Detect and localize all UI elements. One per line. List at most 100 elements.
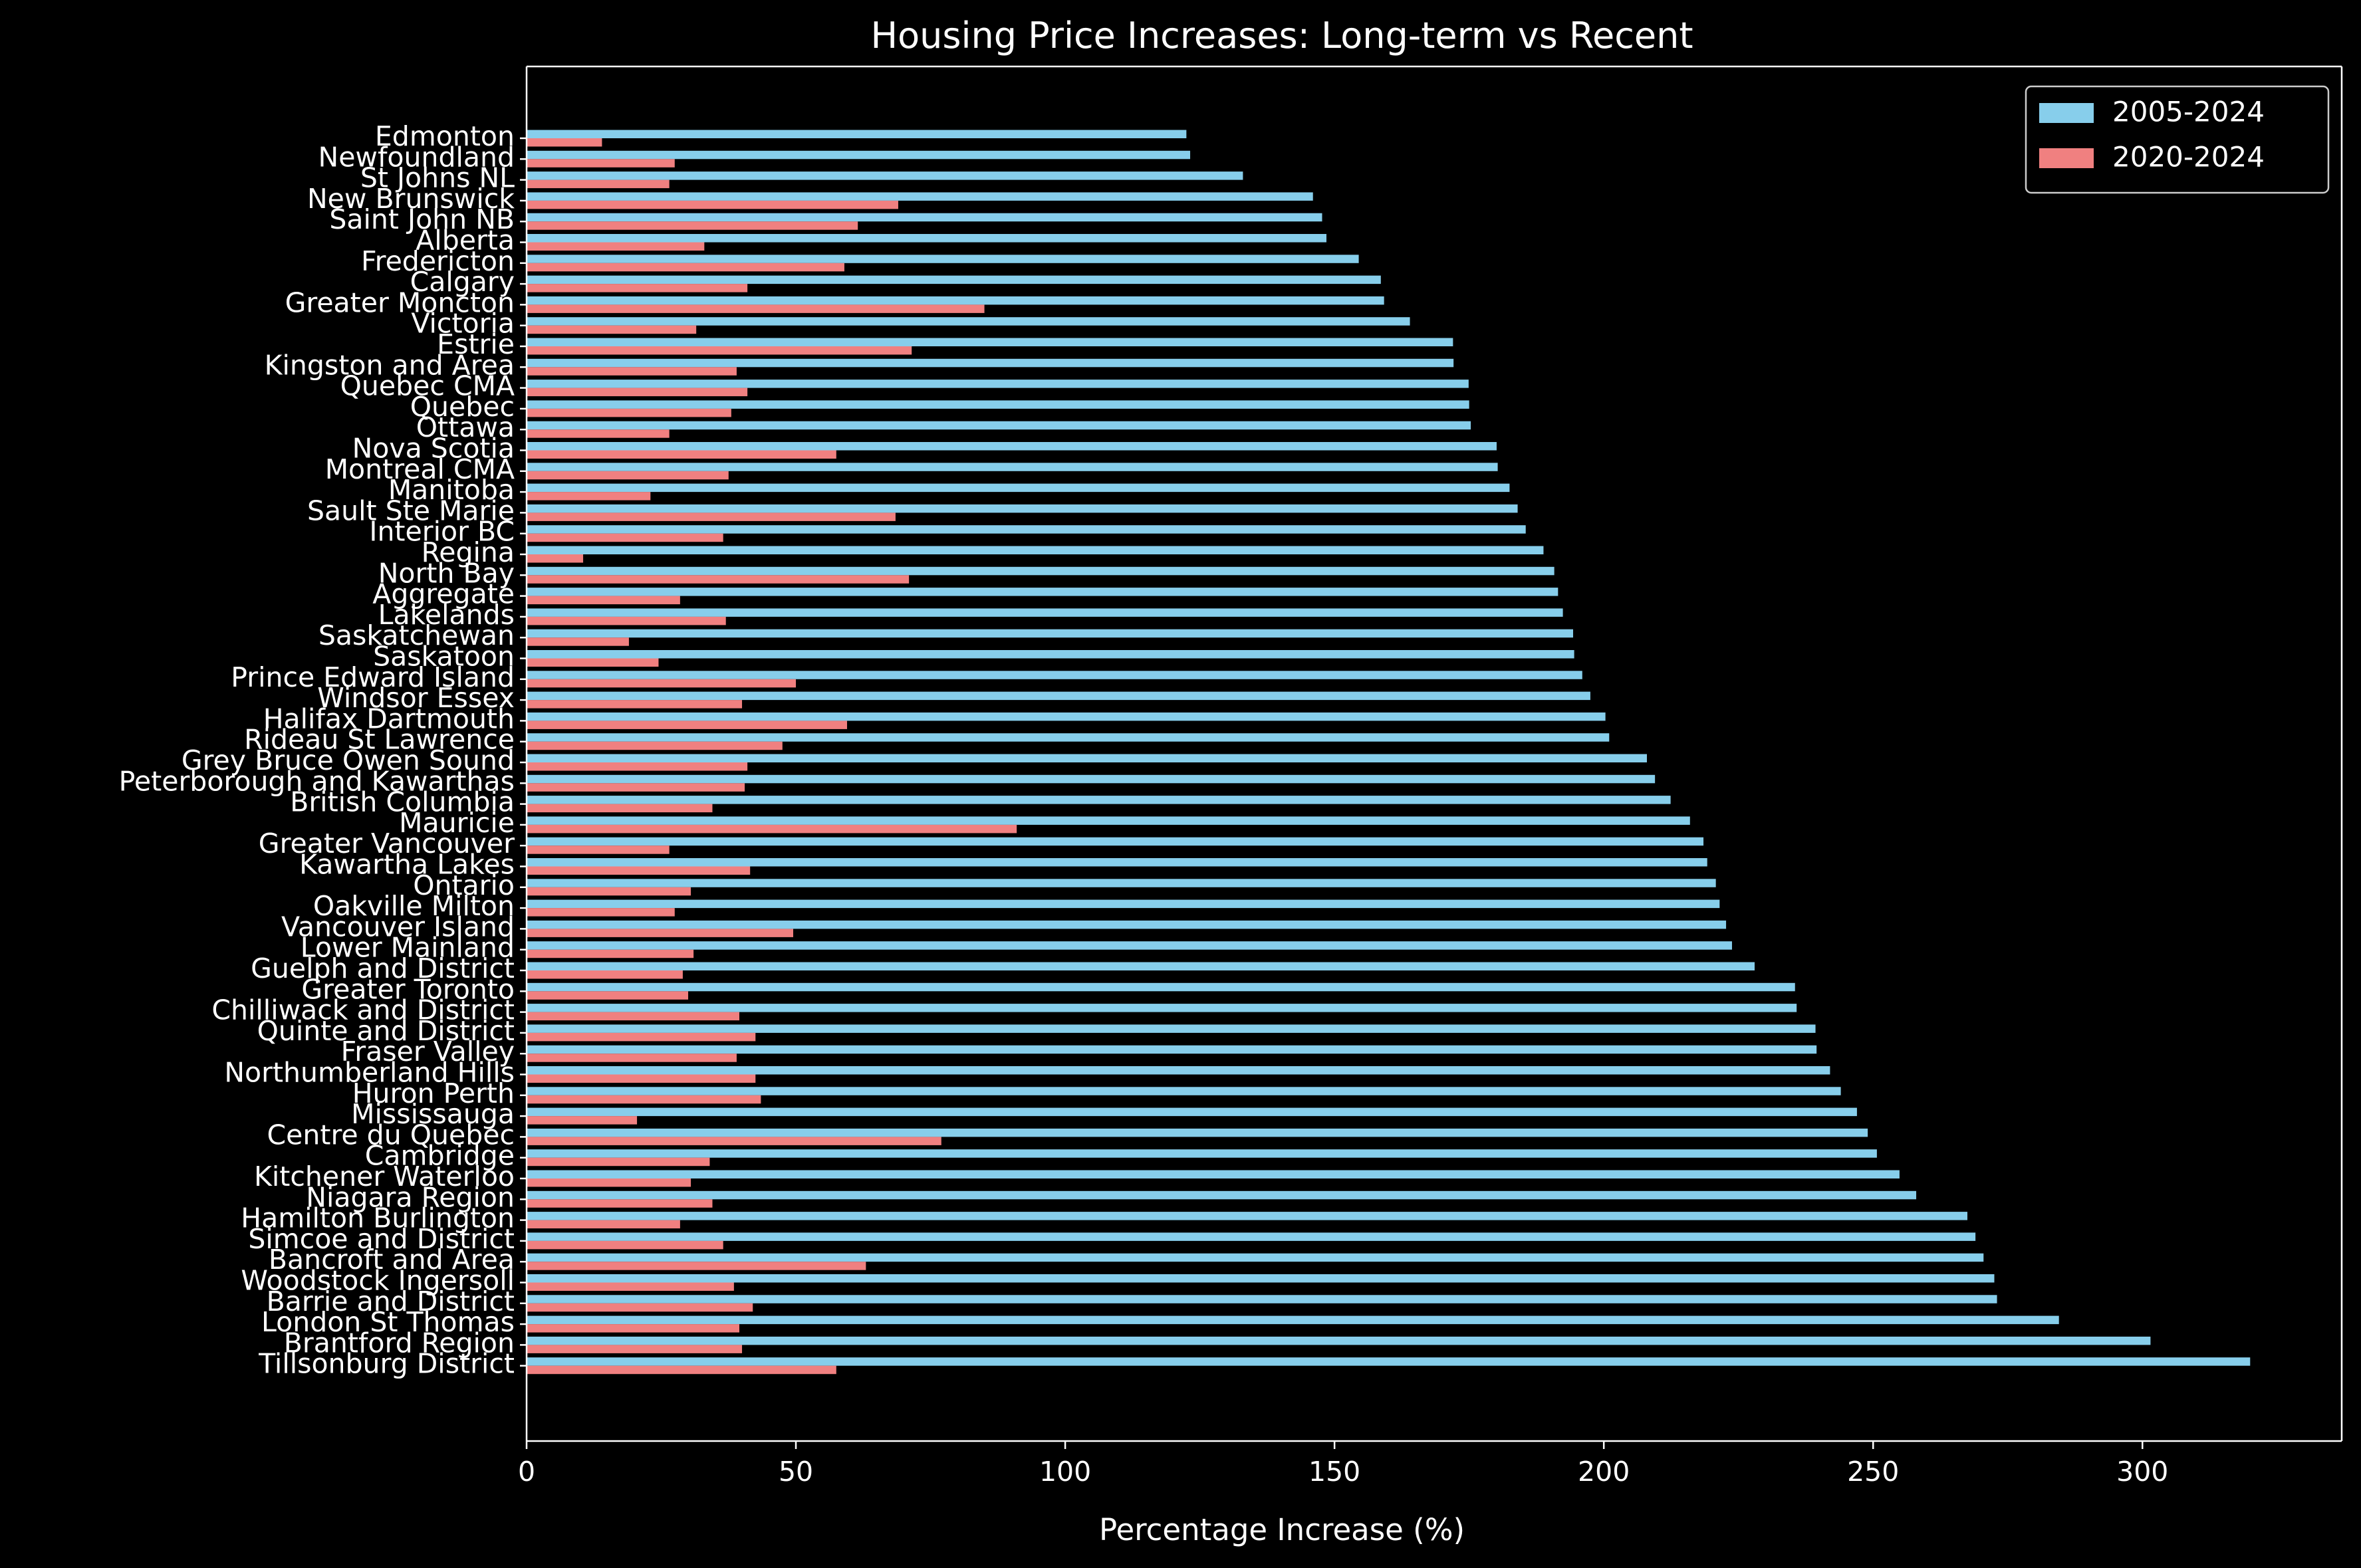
y-tick-label: Grey Bruce Owen Sound (182, 744, 515, 776)
bar-2020-2024 (527, 1240, 723, 1250)
y-tick-label: Hamilton Burlington (241, 1202, 515, 1234)
y-tick-label: Montreal CMA (325, 453, 515, 485)
bar-2005-2024 (527, 1107, 1857, 1117)
y-tick-label: Prince Edward Island (231, 661, 515, 693)
bar-2020-2024 (527, 367, 737, 376)
bar-2020-2024 (527, 596, 680, 605)
bar-2005-2024 (527, 130, 1187, 138)
bar-2020-2024 (527, 263, 844, 272)
bar-2020-2024 (527, 991, 689, 1000)
bar-2005-2024 (527, 941, 1732, 950)
y-tick-label: Saskatchewan (318, 619, 515, 651)
bar-2005-2024 (527, 275, 1381, 284)
bar-2020-2024 (527, 533, 723, 542)
y-tick-label: Rideau St Lawrence (244, 724, 515, 756)
y-tick-label: Guelph and District (251, 952, 515, 984)
bar-2020-2024 (527, 637, 629, 646)
bar-2020-2024 (527, 221, 858, 230)
y-tick-label: Barrie and District (267, 1286, 515, 1317)
bar-2005-2024 (527, 483, 1510, 493)
y-tick-label: Greater Moncton (285, 286, 515, 318)
x-tick-label: 50 (779, 1456, 813, 1488)
x-axis-label: Percentage Increase (%) (1099, 1512, 1465, 1547)
bar-2020-2024 (527, 1199, 713, 1208)
bar-2020-2024 (527, 741, 783, 750)
bar-2020-2024 (527, 1282, 734, 1291)
y-tick-label: Woodstock Ingersoll (241, 1265, 515, 1297)
legend-label: 2005-2024 (2112, 96, 2265, 128)
bar-2005-2024 (527, 1274, 1995, 1283)
bar-2020-2024 (527, 575, 910, 584)
bar-2005-2024 (527, 255, 1359, 263)
y-tick-label: Niagara Region (306, 1181, 515, 1213)
bar-2005-2024 (527, 879, 1716, 887)
bar-2005-2024 (527, 629, 1574, 638)
y-tick-label: Mauricie (399, 807, 515, 839)
y-tick-label: Tillsonburg District (258, 1348, 515, 1380)
bar-2005-2024 (527, 421, 1471, 430)
bar-2005-2024 (527, 774, 1656, 784)
bar-2005-2024 (527, 525, 1526, 534)
bar-2020-2024 (527, 1303, 753, 1312)
y-tick-label: Lower Mainland (301, 932, 515, 964)
bar-2005-2024 (527, 671, 1582, 679)
bar-2020-2024 (527, 1262, 866, 1270)
bar-2005-2024 (527, 1336, 2151, 1345)
bar-2005-2024 (527, 504, 1518, 513)
bar-2020-2024 (527, 200, 898, 209)
bar-2005-2024 (527, 317, 1410, 326)
legend: 2005-2024 2020-2024 (2025, 85, 2330, 194)
bar-2005-2024 (527, 1295, 1997, 1303)
y-tick-label: Kawartha Lakes (299, 849, 515, 881)
x-tick-label: 200 (1578, 1456, 1630, 1488)
bar-2005-2024 (527, 733, 1610, 742)
bar-2020-2024 (527, 658, 659, 667)
y-tick-label: Cambridge (365, 1140, 515, 1172)
y-tick-label: Huron Perth (352, 1077, 515, 1109)
bar-2020-2024 (527, 492, 651, 501)
legend-label: 2020-2024 (2112, 141, 2265, 173)
y-tick-label: Estrie (437, 328, 515, 360)
bar-2020-2024 (527, 700, 743, 709)
y-tick-label: Lakelands (378, 599, 515, 631)
bar-2020-2024 (527, 783, 745, 792)
bar-2005-2024 (527, 608, 1563, 617)
bar-2005-2024 (527, 1315, 2059, 1325)
y-tick-label: Sault Ste Marie (307, 495, 515, 526)
bar-2005-2024 (527, 1170, 1900, 1178)
bar-2020-2024 (527, 408, 731, 417)
y-tick-label: North Bay (378, 557, 515, 589)
bar-2005-2024 (527, 338, 1453, 346)
bar-2005-2024 (527, 691, 1590, 701)
bar-2020-2024 (527, 1095, 761, 1104)
y-tick-label: Quinte and District (257, 1015, 515, 1047)
y-tick-label: Mississauga (351, 1098, 515, 1130)
bar-2005-2024 (527, 712, 1606, 721)
bar-2005-2024 (527, 1024, 1816, 1033)
bar-2020-2024 (527, 284, 748, 292)
bar-2020-2024 (527, 616, 726, 625)
bar-2005-2024 (527, 899, 1720, 909)
bar-2020-2024 (527, 242, 705, 251)
y-tick-label: Brantford Region (284, 1327, 515, 1359)
x-tick-label: 100 (1039, 1456, 1091, 1488)
y-tick-label: London St Thomas (261, 1306, 515, 1338)
bar-2020-2024 (527, 512, 896, 521)
bar-2020-2024 (527, 554, 584, 563)
bar-2005-2024 (527, 380, 1469, 388)
bar-2005-2024 (527, 1066, 1830, 1075)
bar-2020-2024 (527, 804, 713, 813)
bar-2005-2024 (527, 1212, 1967, 1220)
bar-2005-2024 (527, 1128, 1868, 1137)
bar-2020-2024 (527, 179, 670, 189)
y-tick-label: Ontario (413, 869, 515, 901)
bar-2020-2024 (527, 450, 836, 459)
y-tick-label: Centre du Quebec (267, 1119, 515, 1151)
bar-2020-2024 (527, 1365, 836, 1375)
bar-2020-2024 (527, 388, 748, 397)
y-tick-label: Chilliwack and District (211, 994, 515, 1026)
bar-2005-2024 (527, 150, 1191, 160)
bar-2020-2024 (527, 1032, 756, 1042)
